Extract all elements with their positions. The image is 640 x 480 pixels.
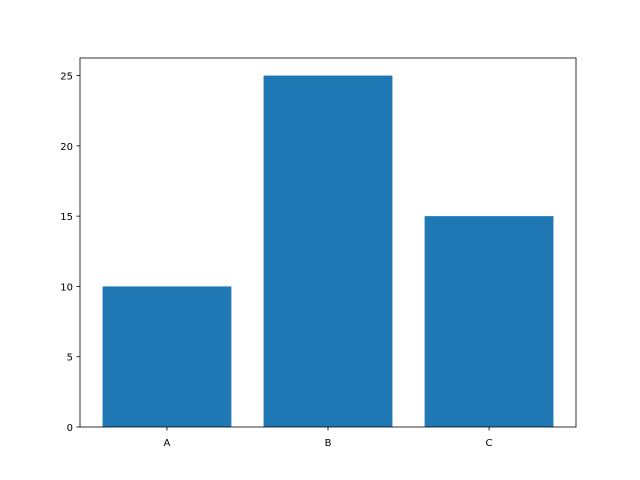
- y-tick-label: 10: [60, 282, 73, 293]
- bar-B: [263, 75, 393, 428]
- axes-frame: [79, 57, 577, 428]
- x-tick-label: C: [486, 438, 493, 449]
- x-tick-label: A: [164, 438, 171, 449]
- x-axis-ticks: A B C: [164, 427, 493, 449]
- y-tick-label: 0: [67, 423, 73, 434]
- y-tick-label: 25: [60, 72, 73, 83]
- bar-C: [424, 216, 554, 427]
- bars: [102, 75, 554, 428]
- y-tick-label: 15: [60, 212, 73, 223]
- bar-A: [102, 286, 232, 427]
- x-tick-label: B: [325, 438, 332, 449]
- y-axis-ticks: 0 5 10 15 20 25: [60, 72, 80, 434]
- y-tick-label: 5: [67, 353, 73, 364]
- y-tick-label: 20: [60, 142, 73, 153]
